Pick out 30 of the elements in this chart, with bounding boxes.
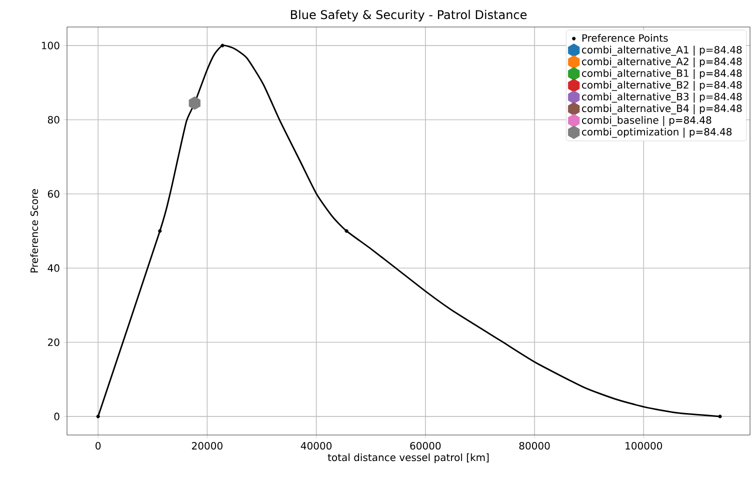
y-axis-title: Preference Score: [30, 189, 38, 272]
legend-label: combi_alternative_A2 | p=84.48: [582, 57, 742, 68]
x-axis-title: total distance vessel patrol [km]: [328, 453, 489, 464]
legend-label: combi_baseline | p=84.48: [582, 116, 712, 126]
point: [220, 44, 224, 48]
x-tick-label: 100000: [626, 442, 662, 450]
y-tick-label: 20: [48, 338, 60, 346]
legend-label: combi_alternative_B4 | p=84.48: [582, 104, 742, 114]
x-tick-label: 80000: [519, 442, 550, 450]
legend-label: combi_alternative_B1 | p=84.48: [582, 69, 742, 80]
y-tick-label: 40: [48, 264, 60, 272]
y-tick-label: 100: [42, 42, 60, 50]
chart-title: Blue Safety & Security - Patrol Distance: [290, 10, 527, 22]
legend-label: combi_alternative_A1 | p=84.48: [582, 46, 742, 56]
point: [718, 414, 722, 418]
x-tick-label: 40000: [300, 442, 332, 450]
legend-label: combi_optimization | p=84.48: [582, 128, 732, 138]
y-tick-label: 80: [48, 116, 60, 124]
legend-label: combi_alternative_B3 | p=84.48: [582, 92, 742, 103]
x-tick-label: 0: [96, 442, 101, 450]
legend-label: Preference Points: [582, 34, 668, 42]
point: [158, 229, 162, 233]
legend-label: combi_alternative_B2 | p=84.48: [582, 80, 742, 91]
point: [96, 414, 100, 418]
y-tick-label: 0: [54, 412, 60, 420]
point: [344, 229, 348, 233]
x-tick-label: 60000: [410, 442, 441, 450]
point: [188, 96, 200, 110]
x-tick-label: 20000: [192, 442, 222, 450]
y-tick-label: 60: [48, 190, 60, 198]
